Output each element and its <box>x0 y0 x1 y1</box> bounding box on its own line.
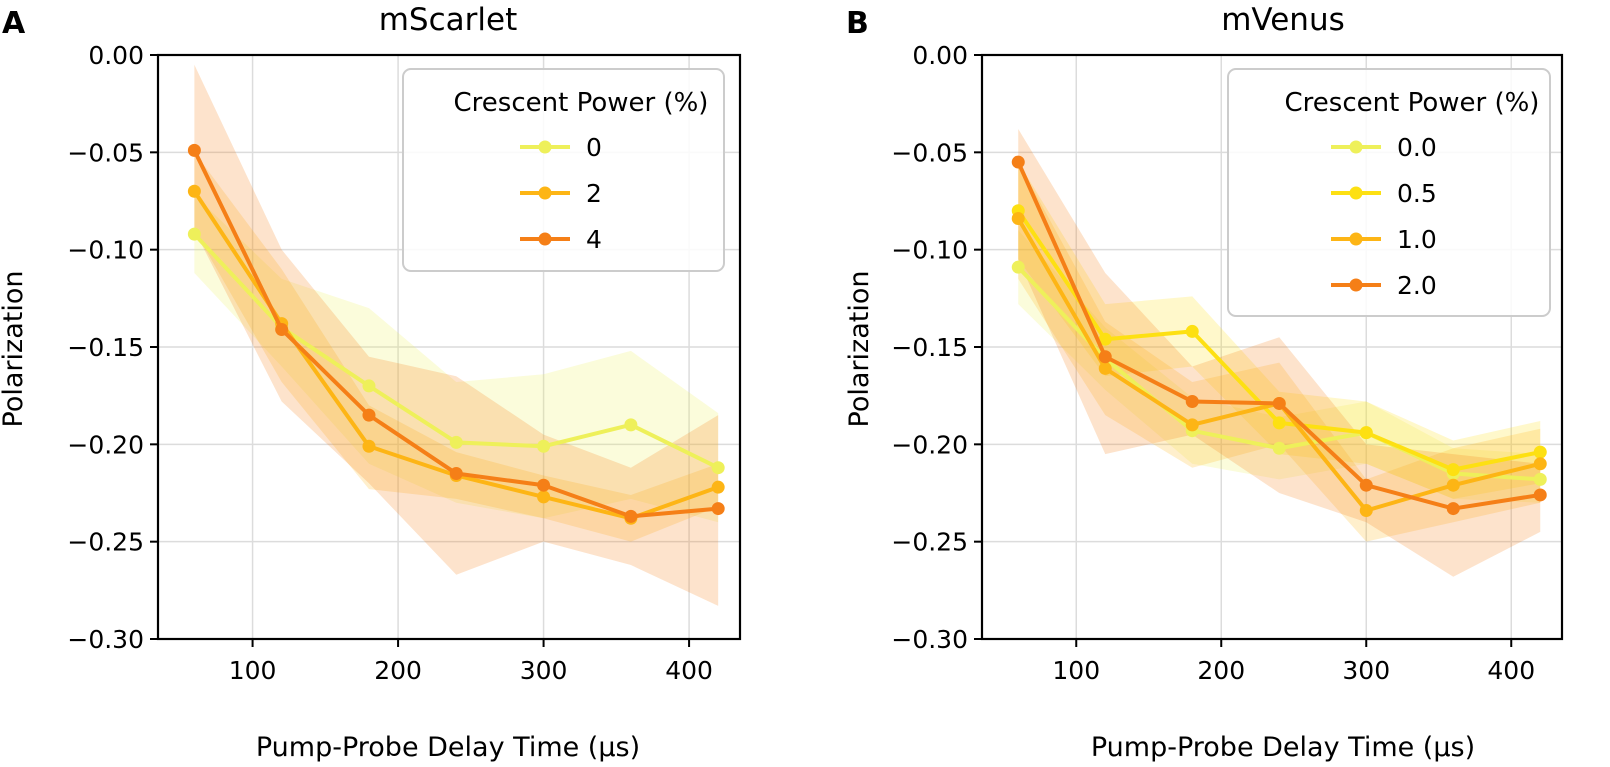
legend-title-b: Crescent Power (%) <box>1285 88 1540 118</box>
x-tick-label: 200 <box>374 656 422 685</box>
data-point <box>1185 324 1199 338</box>
x-axis-label-b: Pump-Probe Delay Time (µs) <box>1091 732 1475 763</box>
data-point <box>624 418 638 432</box>
y-axis-label-a: Polarization <box>0 271 29 428</box>
legend-marker-1.0 <box>1349 232 1363 246</box>
legend-a: Crescent Power (%) 0 2 4 <box>402 68 725 272</box>
data-point <box>362 379 376 393</box>
data-point <box>1098 361 1112 375</box>
data-point <box>187 143 201 157</box>
y-tick-label: −0.25 <box>891 528 968 557</box>
y-tick-label: 0.00 <box>912 41 968 70</box>
data-point <box>1098 350 1112 364</box>
y-tick-label: −0.20 <box>67 430 144 459</box>
data-point <box>711 461 725 475</box>
data-point <box>537 490 551 504</box>
y-tick-label: −0.10 <box>891 236 968 265</box>
legend-marker-4 <box>538 232 552 246</box>
data-point <box>1359 478 1373 492</box>
chart-title-b: mVenus <box>1221 2 1345 38</box>
legend-title-a: Crescent Power (%) <box>454 88 709 118</box>
data-point <box>537 439 551 453</box>
plot-area-b: 100 200 300 400 0.00 −0.05 −0.10 −0.15 −0.20 −0.2… <box>891 41 1564 685</box>
data-point <box>1011 212 1025 226</box>
legend-b: Crescent Power (%) 0.0 0.5 1.0 2.0 <box>1227 68 1551 317</box>
data-point <box>1446 478 1460 492</box>
legend-marker-0 <box>538 140 552 154</box>
data-point <box>1446 502 1460 516</box>
data-point <box>362 439 376 453</box>
data-point <box>449 435 463 449</box>
y-tick-label: −0.25 <box>67 528 144 557</box>
data-point <box>1272 396 1286 410</box>
panel-letter-b: B <box>846 6 869 41</box>
data-point <box>275 322 289 336</box>
y-tick-label: −0.05 <box>67 138 144 167</box>
data-point <box>624 509 638 523</box>
data-point <box>1011 155 1025 169</box>
y-tick-label: −0.30 <box>67 625 144 654</box>
y-tick-label: 0.00 <box>88 41 144 70</box>
x-tick-label: 300 <box>520 656 568 685</box>
panel-b: B mVenus 100 200 300 400 0.00 −0.05 −0.10 −0.15… <box>844 2 1564 763</box>
y-tick-label: −0.15 <box>67 333 144 362</box>
legend-marker-0.0 <box>1349 140 1363 154</box>
y-axis-label-b: Polarization <box>844 271 875 428</box>
data-point <box>187 227 201 241</box>
x-tick-label: 400 <box>1487 656 1535 685</box>
y-tick-label: −0.05 <box>891 138 968 167</box>
legend-label: 2 <box>586 179 602 208</box>
data-point <box>187 184 201 198</box>
y-tick-label: −0.10 <box>67 236 144 265</box>
x-tick-label: 200 <box>1197 656 1245 685</box>
data-point <box>362 408 376 422</box>
data-point <box>1185 418 1199 432</box>
series-band-0.0 <box>1018 230 1541 503</box>
plot-area-a: 100 200 300 400 0.00 −0.05 −0.10 −0.15 −0.20 −0.2… <box>67 41 742 685</box>
data-point <box>1359 504 1373 518</box>
legend-box <box>1227 68 1551 317</box>
data-point <box>537 478 551 492</box>
data-point <box>1011 260 1025 274</box>
data-point <box>1185 395 1199 409</box>
legend-marker-2 <box>538 186 552 200</box>
legend-marker-0.5 <box>1349 186 1363 200</box>
data-point <box>449 467 463 481</box>
series-band-2.0 <box>1018 128 1541 577</box>
legend-label: 2.0 <box>1397 271 1437 300</box>
data-point <box>711 502 725 516</box>
x-tick-label: 100 <box>1052 656 1100 685</box>
legend-marker-2.0 <box>1349 278 1363 292</box>
data-point <box>1359 426 1373 440</box>
legend-box <box>402 68 725 272</box>
data-point <box>1533 445 1547 459</box>
legend-label: 1.0 <box>1397 225 1437 254</box>
data-point <box>1446 463 1460 477</box>
panel-letter-a: A <box>2 6 26 41</box>
legend-label: 0.0 <box>1397 133 1437 162</box>
data-point <box>1533 488 1547 502</box>
series-band-4 <box>194 64 719 606</box>
legend-label: 0.5 <box>1397 179 1437 208</box>
x-tick-label: 300 <box>1342 656 1390 685</box>
data-point <box>1533 457 1547 471</box>
data-point <box>711 480 725 494</box>
series-band-0 <box>194 195 719 523</box>
series-band-0.5 <box>1018 162 1541 499</box>
data-point <box>1098 332 1112 346</box>
legend-label: 0 <box>586 133 602 162</box>
y-tick-label: −0.30 <box>891 625 968 654</box>
data-point <box>1272 441 1286 455</box>
x-tick-label: 100 <box>229 656 277 685</box>
chart-title-a: mScarlet <box>379 2 518 38</box>
x-tick-label: 400 <box>665 656 713 685</box>
legend-label: 4 <box>586 225 602 254</box>
x-axis-label-a: Pump-Probe Delay Time (µs) <box>256 732 640 763</box>
panel-a: A mScarlet 100 200 300 400 0.00 −0.05 −0.10 −0.… <box>0 2 742 763</box>
data-point <box>1533 472 1547 486</box>
data-point <box>1272 416 1286 430</box>
y-tick-label: −0.20 <box>891 430 968 459</box>
y-tick-label: −0.15 <box>891 333 968 362</box>
